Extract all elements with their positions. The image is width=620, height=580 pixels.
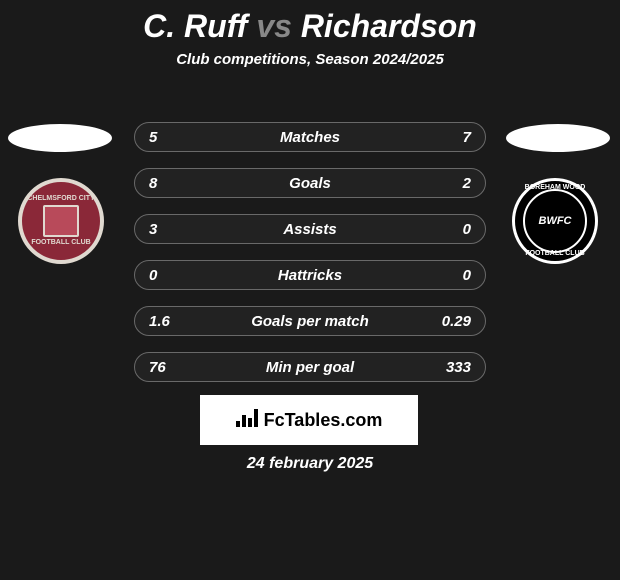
player1-name: C. Ruff xyxy=(143,8,247,44)
club-left-bottom-text: FOOTBALL CLUB xyxy=(31,239,90,247)
club-crest-left: CHELMSFORD CITY FOOTBALL CLUB xyxy=(18,178,104,264)
club-badge-right: BOREHAM WOOD BWFC FOOTBALL CLUB xyxy=(512,178,598,264)
player1-photo-placeholder xyxy=(8,124,112,152)
club-badge-left: CHELMSFORD CITY FOOTBALL CLUB xyxy=(18,178,104,264)
subtitle: Club competitions, Season 2024/2025 xyxy=(0,51,620,68)
stat-label: Assists xyxy=(135,221,485,238)
stat-value-right: 0 xyxy=(463,221,471,238)
stat-row: 1.6Goals per match0.29 xyxy=(134,306,486,336)
stat-rows: 5Matches78Goals23Assists00Hattricks01.6G… xyxy=(134,122,486,398)
stat-label: Min per goal xyxy=(135,359,485,376)
vs-label: vs xyxy=(256,8,292,44)
date-label: 24 february 2025 xyxy=(0,455,620,473)
stat-value-right: 333 xyxy=(446,359,471,376)
player2-photo-placeholder xyxy=(506,124,610,152)
player2-name: Richardson xyxy=(301,8,477,44)
page-title: C. Ruff vs Richardson xyxy=(0,0,620,45)
stat-label: Hattricks xyxy=(135,267,485,284)
comparison-card: C. Ruff vs Richardson Club competitions,… xyxy=(0,0,620,580)
club-right-center: BWFC xyxy=(539,215,572,227)
crest-shield-icon xyxy=(43,205,79,237)
stat-row: 5Matches7 xyxy=(134,122,486,152)
stat-value-right: 0 xyxy=(463,267,471,284)
stat-row: 0Hattricks0 xyxy=(134,260,486,290)
chart-icon xyxy=(236,409,258,432)
club-left-top-text: CHELMSFORD CITY xyxy=(27,195,94,203)
stat-value-right: 7 xyxy=(463,129,471,146)
crest-ring-icon: BWFC xyxy=(523,189,587,253)
stat-value-right: 2 xyxy=(463,175,471,192)
branding-text: FcTables.com xyxy=(264,410,383,431)
stat-row: 8Goals2 xyxy=(134,168,486,198)
stat-label: Goals per match xyxy=(135,313,485,330)
stat-value-right: 0.29 xyxy=(442,313,471,330)
stat-label: Goals xyxy=(135,175,485,192)
club-right-bottom-text: FOOTBALL CLUB xyxy=(515,250,595,258)
branding-badge: FcTables.com xyxy=(200,395,418,445)
stat-row: 76Min per goal333 xyxy=(134,352,486,382)
stat-row: 3Assists0 xyxy=(134,214,486,244)
club-crest-right: BOREHAM WOOD BWFC FOOTBALL CLUB xyxy=(512,178,598,264)
stat-label: Matches xyxy=(135,129,485,146)
